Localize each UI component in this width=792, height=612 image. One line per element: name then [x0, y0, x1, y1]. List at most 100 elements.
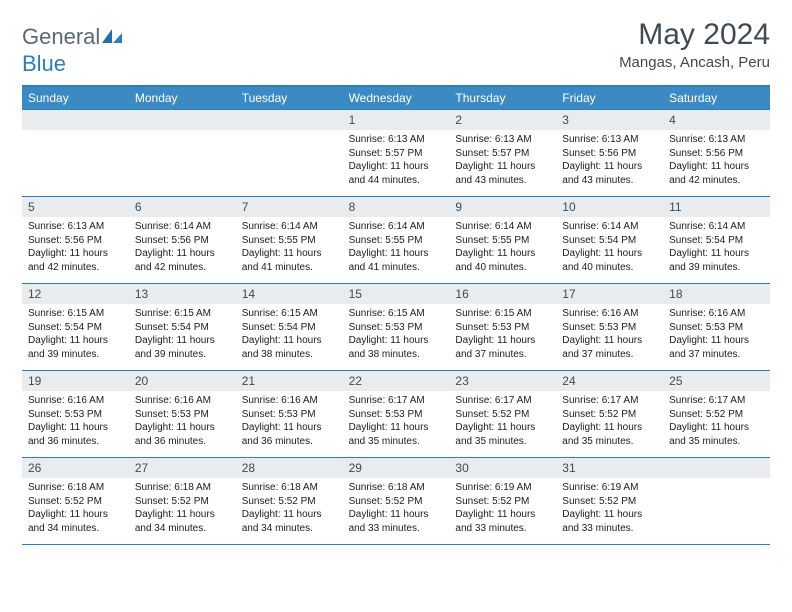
day-cell: 6Sunrise: 6:14 AMSunset: 5:56 PMDaylight…	[129, 197, 236, 283]
daylight-text: Daylight: 11 hours and 36 minutes.	[242, 421, 337, 448]
day-number: 9	[449, 197, 556, 217]
day-number: 3	[556, 110, 663, 130]
day-number: 25	[663, 371, 770, 391]
sunrise-text: Sunrise: 6:14 AM	[669, 220, 764, 234]
day-header-sun: Sunday	[22, 87, 129, 109]
day-number	[22, 110, 129, 130]
day-info: Sunrise: 6:17 AMSunset: 5:53 PMDaylight:…	[343, 391, 450, 452]
week-row: 5Sunrise: 6:13 AMSunset: 5:56 PMDaylight…	[22, 196, 770, 283]
calendar-page: GeneralBlue May 2024 Mangas, Ancash, Per…	[0, 0, 792, 555]
sunset-text: Sunset: 5:54 PM	[135, 321, 230, 335]
day-cell: 31 Sunrise: 6:19 AMSunset: 5:52 PMDayligh…	[556, 458, 663, 544]
sunrise-text: Sunrise: 6:16 AM	[562, 307, 657, 321]
day-cell: 9Sunrise: 6:14 AMSunset: 5:55 PMDaylight…	[449, 197, 556, 283]
day-number: 26	[22, 458, 129, 478]
day-cell: 23Sunrise: 6:17 AMSunset: 5:52 PMDayligh…	[449, 371, 556, 457]
sunrise-text: Sunrise: 6:14 AM	[455, 220, 550, 234]
sunrise-text: Sunrise: 6:19 AM	[562, 481, 657, 495]
day-number: 11	[663, 197, 770, 217]
daylight-text: Daylight: 11 hours and 37 minutes.	[562, 334, 657, 361]
day-number: 31	[556, 458, 663, 478]
day-header-fri: Friday	[556, 87, 663, 109]
calendar-bottom-border	[22, 544, 770, 545]
sunset-text: Sunset: 5:56 PM	[135, 234, 230, 248]
sunrise-text: Sunrise: 6:17 AM	[669, 394, 764, 408]
day-info: Sunrise: 6:13 AMSunset: 5:56 PMDaylight:…	[22, 217, 129, 278]
day-info: Sunrise: 6:14 AMSunset: 5:55 PMDaylight:…	[343, 217, 450, 278]
sunrise-text: Sunrise: 6:16 AM	[28, 394, 123, 408]
day-cell: 17Sunrise: 6:16 AMSunset: 5:53 PMDayligh…	[556, 284, 663, 370]
sunset-text: Sunset: 5:54 PM	[669, 234, 764, 248]
sunset-text: Sunset: 5:52 PM	[242, 495, 337, 509]
sunset-text: Sunset: 5:52 PM	[562, 495, 657, 509]
day-cell: 14Sunrise: 6:15 AMSunset: 5:54 PMDayligh…	[236, 284, 343, 370]
week-row: 19Sunrise: 6:16 AMSunset: 5:53 PMDayligh…	[22, 370, 770, 457]
daylight-text: Daylight: 11 hours and 33 minutes.	[562, 508, 657, 535]
day-info: Sunrise: 6:18 AMSunset: 5:52 PMDaylight:…	[129, 478, 236, 539]
calendar: Sunday Monday Tuesday Wednesday Thursday…	[22, 85, 770, 545]
daylight-text: Daylight: 11 hours and 40 minutes.	[455, 247, 550, 274]
daylight-text: Daylight: 11 hours and 35 minutes.	[669, 421, 764, 448]
sunrise-text: Sunrise: 6:18 AM	[135, 481, 230, 495]
daylight-text: Daylight: 11 hours and 33 minutes.	[455, 508, 550, 535]
daylight-text: Daylight: 11 hours and 42 minutes.	[669, 160, 764, 187]
day-info: Sunrise: 6:17 AMSunset: 5:52 PMDaylight:…	[449, 391, 556, 452]
sunset-text: Sunset: 5:53 PM	[562, 321, 657, 335]
day-info: Sunrise: 6:15 AMSunset: 5:54 PMDaylight:…	[129, 304, 236, 365]
daylight-text: Daylight: 11 hours and 42 minutes.	[28, 247, 123, 274]
daylight-text: Daylight: 11 hours and 34 minutes.	[28, 508, 123, 535]
day-cell	[129, 110, 236, 196]
day-number: 6	[129, 197, 236, 217]
sunset-text: Sunset: 5:55 PM	[242, 234, 337, 248]
day-number: 14	[236, 284, 343, 304]
sunrise-text: Sunrise: 6:18 AM	[349, 481, 444, 495]
day-cell: 26Sunrise: 6:18 AMSunset: 5:52 PMDayligh…	[22, 458, 129, 544]
day-number: 15	[343, 284, 450, 304]
daylight-text: Daylight: 11 hours and 39 minutes.	[669, 247, 764, 274]
sunrise-text: Sunrise: 6:16 AM	[242, 394, 337, 408]
day-info: Sunrise: 6:13 AMSunset: 5:57 PMDaylight:…	[343, 130, 450, 191]
day-info: Sunrise: 6:15 AMSunset: 5:54 PMDaylight:…	[236, 304, 343, 365]
day-header-tue: Tuesday	[236, 87, 343, 109]
daylight-text: Daylight: 11 hours and 38 minutes.	[242, 334, 337, 361]
day-cell: 4Sunrise: 6:13 AMSunset: 5:56 PMDaylight…	[663, 110, 770, 196]
day-info: Sunrise: 6:16 AMSunset: 5:53 PMDaylight:…	[129, 391, 236, 452]
day-cell: 7Sunrise: 6:14 AMSunset: 5:55 PMDaylight…	[236, 197, 343, 283]
day-cell: 13Sunrise: 6:15 AMSunset: 5:54 PMDayligh…	[129, 284, 236, 370]
daylight-text: Daylight: 11 hours and 34 minutes.	[135, 508, 230, 535]
day-cell: 19Sunrise: 6:16 AMSunset: 5:53 PMDayligh…	[22, 371, 129, 457]
sunset-text: Sunset: 5:56 PM	[562, 147, 657, 161]
day-number: 2	[449, 110, 556, 130]
day-cell	[663, 458, 770, 544]
day-info: Sunrise: 6:14 AMSunset: 5:55 PMDaylight:…	[449, 217, 556, 278]
daylight-text: Daylight: 11 hours and 35 minutes.	[349, 421, 444, 448]
day-cell: 16Sunrise: 6:15 AMSunset: 5:53 PMDayligh…	[449, 284, 556, 370]
day-number: 5	[22, 197, 129, 217]
daylight-text: Daylight: 11 hours and 41 minutes.	[349, 247, 444, 274]
sunset-text: Sunset: 5:54 PM	[28, 321, 123, 335]
day-info: Sunrise: 6:18 AMSunset: 5:52 PMDaylight:…	[343, 478, 450, 539]
daylight-text: Daylight: 11 hours and 39 minutes.	[135, 334, 230, 361]
sunset-text: Sunset: 5:53 PM	[28, 408, 123, 422]
day-info: Sunrise: 6:19 AMSunset: 5:52 PMDaylight:…	[449, 478, 556, 539]
sunrise-text: Sunrise: 6:13 AM	[28, 220, 123, 234]
day-cell: 30Sunrise: 6:19 AMSunset: 5:52 PMDayligh…	[449, 458, 556, 544]
day-info: Sunrise: 6:13 AMSunset: 5:56 PMDaylight:…	[556, 130, 663, 191]
sunrise-text: Sunrise: 6:13 AM	[349, 133, 444, 147]
day-info: Sunrise: 6:14 AMSunset: 5:56 PMDaylight:…	[129, 217, 236, 278]
sunrise-text: Sunrise: 6:17 AM	[562, 394, 657, 408]
day-cell: 24Sunrise: 6:17 AMSunset: 5:52 PMDayligh…	[556, 371, 663, 457]
daylight-text: Daylight: 11 hours and 42 minutes.	[135, 247, 230, 274]
sunrise-text: Sunrise: 6:17 AM	[349, 394, 444, 408]
day-header-row: Sunday Monday Tuesday Wednesday Thursday…	[22, 87, 770, 109]
day-info: Sunrise: 6:18 AMSunset: 5:52 PMDaylight:…	[236, 478, 343, 539]
week-row: 12Sunrise: 6:15 AMSunset: 5:54 PMDayligh…	[22, 283, 770, 370]
sunset-text: Sunset: 5:56 PM	[28, 234, 123, 248]
sunrise-text: Sunrise: 6:19 AM	[455, 481, 550, 495]
day-cell: 12Sunrise: 6:15 AMSunset: 5:54 PMDayligh…	[22, 284, 129, 370]
logo: GeneralBlue	[22, 18, 124, 77]
day-cell: 18Sunrise: 6:16 AMSunset: 5:53 PMDayligh…	[663, 284, 770, 370]
day-cell: 8Sunrise: 6:14 AMSunset: 5:55 PMDaylight…	[343, 197, 450, 283]
day-cell: 28Sunrise: 6:18 AMSunset: 5:52 PMDayligh…	[236, 458, 343, 544]
sunset-text: Sunset: 5:53 PM	[135, 408, 230, 422]
